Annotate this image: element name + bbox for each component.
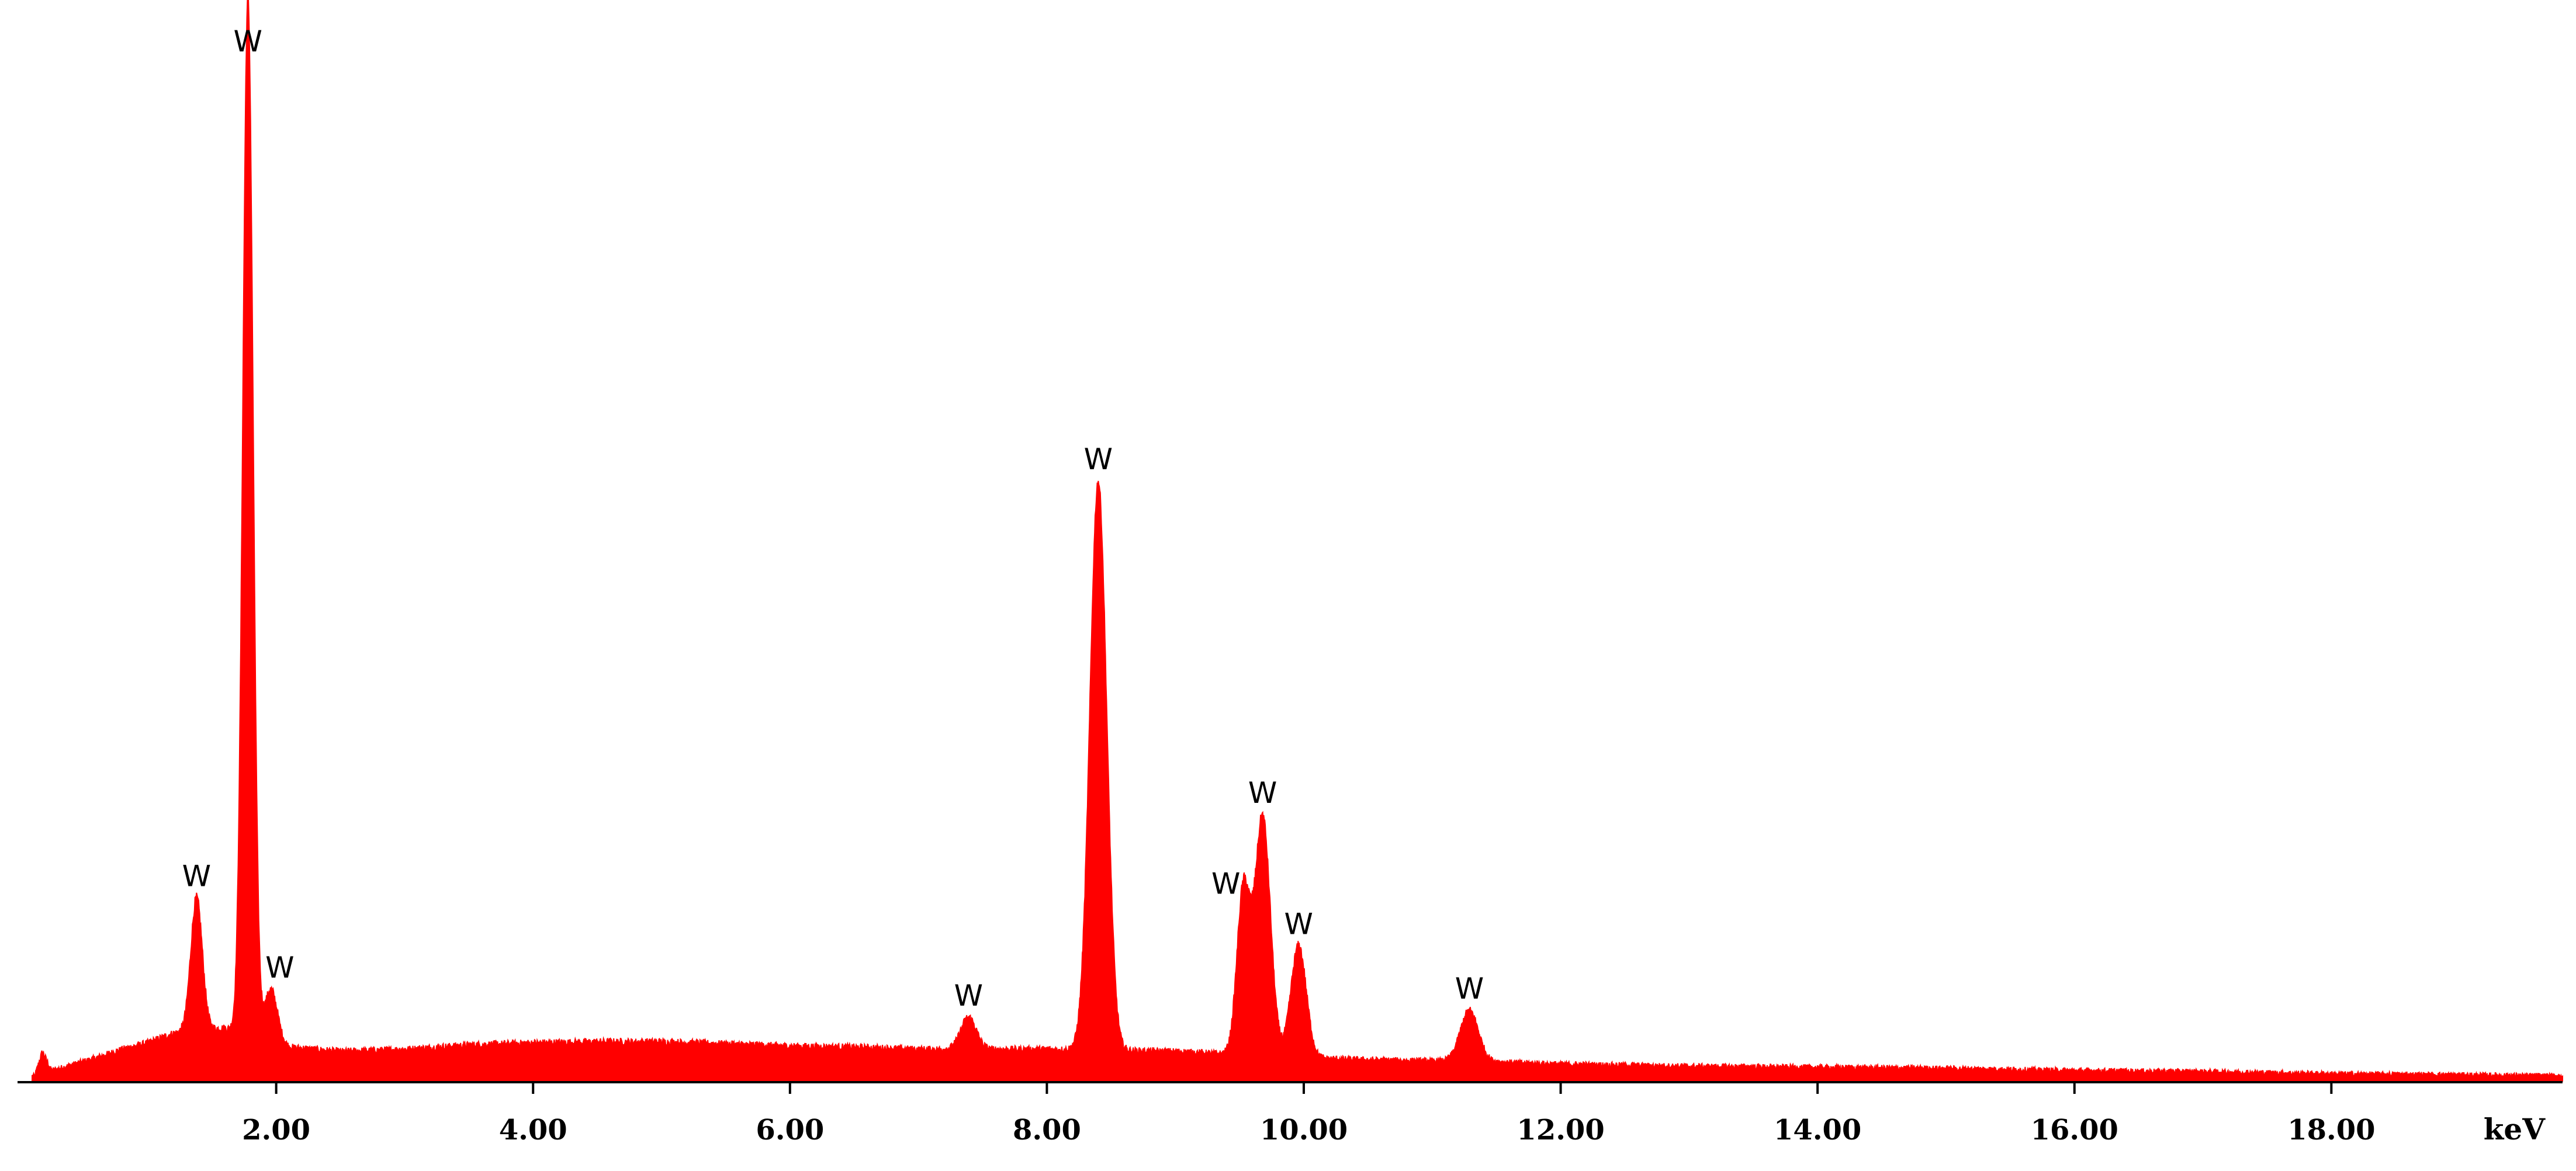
x-tick-label: 4.00 bbox=[499, 1114, 567, 1146]
peak-label: W bbox=[234, 25, 262, 58]
x-axis-ticks: 2.00 4.00 6.00 8.00 10.00 12.00 14.00 16.00 18.0… bbox=[242, 1082, 2376, 1146]
x-tick-label: 18.00 bbox=[2287, 1114, 2375, 1146]
peak-label: W bbox=[1455, 972, 1484, 1006]
x-tick-label: 6.00 bbox=[756, 1114, 824, 1146]
peak-labels: W W W W W W W W W bbox=[182, 25, 1484, 1013]
peak-label: W bbox=[1284, 907, 1313, 941]
x-tick-label: 12.00 bbox=[1516, 1114, 1604, 1146]
peak-label: W bbox=[1084, 442, 1113, 476]
x-tick-label: 16.00 bbox=[2031, 1114, 2118, 1146]
peak-label: W bbox=[954, 979, 983, 1013]
x-tick-label: 8.00 bbox=[1013, 1114, 1081, 1146]
peak-label: W bbox=[265, 951, 294, 985]
x-tick-label: 2.00 bbox=[242, 1114, 310, 1146]
peak-label: W bbox=[182, 860, 211, 893]
spectrum-area-layer bbox=[32, 0, 2563, 1082]
x-tick-label: 14.00 bbox=[1774, 1114, 1861, 1146]
peak-label: W bbox=[1248, 776, 1277, 810]
x-tick-label: 10.00 bbox=[1260, 1114, 1348, 1146]
peak-label: W bbox=[1211, 867, 1240, 901]
x-axis-unit-label: keV bbox=[2484, 1112, 2546, 1146]
spectrum-area bbox=[32, 0, 2563, 1082]
